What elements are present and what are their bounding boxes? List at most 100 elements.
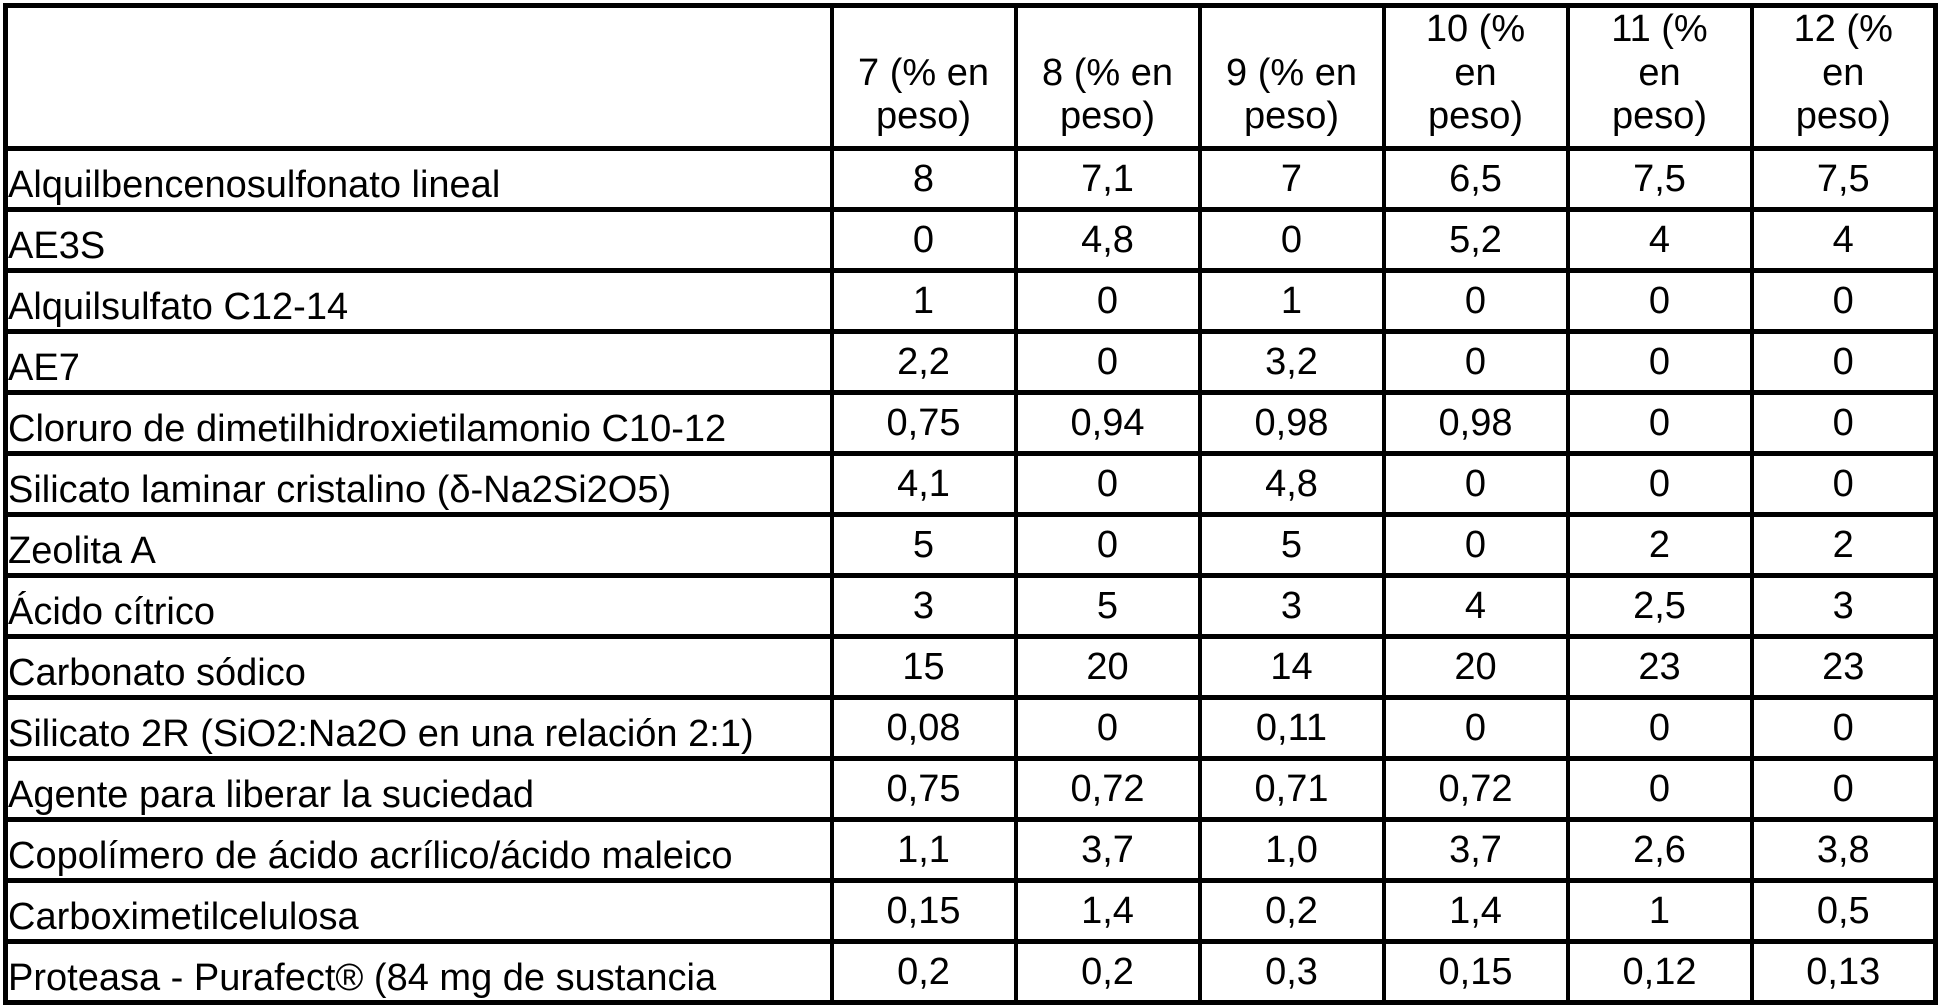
column-header: 9 (% en peso)	[1197, 2, 1386, 152]
value-cell: 1,0	[1197, 817, 1386, 884]
value-cell: 7	[1197, 146, 1386, 213]
table-row: AE7 2,2 0 3,2 0 0 0	[3, 329, 1938, 396]
ingredient-label: Zeolita A	[3, 512, 834, 579]
value-cell: 3,2	[1197, 329, 1386, 396]
value-cell: 0	[1381, 695, 1570, 762]
column-header: 8 (% en peso)	[1013, 2, 1202, 152]
value-cell: 5	[1197, 512, 1386, 579]
value-cell: 5	[829, 512, 1018, 579]
value-cell: 8	[829, 146, 1018, 213]
value-cell: 0,3	[1197, 939, 1386, 1005]
value-cell: 1,4	[1381, 878, 1570, 945]
ingredient-label: Alquilsulfato C12-14	[3, 268, 834, 335]
value-cell: 0	[1565, 451, 1754, 518]
value-cell: 0,11	[1197, 695, 1386, 762]
value-cell: 4	[1749, 207, 1938, 274]
header-row: 7 (% en peso) 8 (% en peso) 9 (% en peso) 1…	[3, 2, 1938, 152]
value-cell: 4,8	[1013, 207, 1202, 274]
table-row: Alquilsulfato C12-14 1 0 1 0 0 0	[3, 268, 1938, 335]
value-cell: 4	[1381, 573, 1570, 640]
value-cell: 0	[1013, 695, 1202, 762]
value-cell: 3,7	[1013, 817, 1202, 884]
value-cell: 0,15	[829, 878, 1018, 945]
value-cell: 1,1	[829, 817, 1018, 884]
value-cell: 0,75	[829, 390, 1018, 457]
table-row: Silicato 2R (SiO2:Na2O en una relación 2…	[3, 695, 1938, 762]
value-cell: 0,71	[1197, 756, 1386, 823]
value-cell: 4,8	[1197, 451, 1386, 518]
value-cell: 15	[829, 634, 1018, 701]
ingredient-label: Proteasa - Purafect® (84 mg de sustancia	[3, 939, 834, 1005]
ingredient-label: Silicato laminar cristalino (δ-Na2Si2O5)	[3, 451, 834, 518]
value-cell: 4,1	[829, 451, 1018, 518]
value-cell: 3	[829, 573, 1018, 640]
table-row: Alquilbencenosulfonato lineal 8 7,1 7 6,5 7,5…	[3, 146, 1938, 213]
value-cell: 20	[1013, 634, 1202, 701]
table-row: Silicato laminar cristalino (δ-Na2Si2O5)…	[3, 451, 1938, 518]
value-cell: 0,15	[1381, 939, 1570, 1005]
table-row: Copolímero de ácido acrílico/ácido malei…	[3, 817, 1938, 884]
value-cell: 3	[1749, 573, 1938, 640]
value-cell: 0,94	[1013, 390, 1202, 457]
value-cell: 0,75	[829, 756, 1018, 823]
value-cell: 0,98	[1197, 390, 1386, 457]
value-cell: 3,8	[1749, 817, 1938, 884]
value-cell: 0	[1565, 695, 1754, 762]
value-cell: 0	[1013, 329, 1202, 396]
value-cell: 3	[1197, 573, 1386, 640]
value-cell: 0	[1381, 512, 1570, 579]
column-header: 10 (% en peso)	[1381, 2, 1570, 152]
value-cell: 1	[1197, 268, 1386, 335]
table-row: Cloruro de dimetilhidroxietilamonio C10-…	[3, 390, 1938, 457]
value-cell: 0	[1749, 756, 1938, 823]
value-cell: 2,5	[1565, 573, 1754, 640]
value-cell: 0,72	[1381, 756, 1570, 823]
column-header: 11 (% en peso)	[1565, 2, 1754, 152]
value-cell: 23	[1565, 634, 1754, 701]
table-row: Agente para liberar la suciedad 0,75 0,72 0…	[3, 756, 1938, 823]
composition-table: 7 (% en peso) 8 (% en peso) 9 (% en peso) 1…	[3, 2, 1938, 1005]
value-cell: 0,2	[1197, 878, 1386, 945]
value-cell: 1,4	[1013, 878, 1202, 945]
value-cell: 0	[1381, 268, 1570, 335]
value-cell: 4	[1565, 207, 1754, 274]
value-cell: 3,7	[1381, 817, 1570, 884]
ingredient-label: Carboximetilcelulosa	[3, 878, 834, 945]
value-cell: 7,5	[1749, 146, 1938, 213]
value-cell: 2	[1749, 512, 1938, 579]
ingredient-label: Carbonato sódico	[3, 634, 834, 701]
value-cell: 0,12	[1565, 939, 1754, 1005]
ingredient-label: Silicato 2R (SiO2:Na2O en una relación 2…	[3, 695, 834, 762]
value-cell: 0,08	[829, 695, 1018, 762]
table-row: Carbonato sódico 15 20 14 20 23 23	[3, 634, 1938, 701]
ingredient-label: Alquilbencenosulfonato lineal	[3, 146, 834, 213]
ingredient-label: Agente para liberar la suciedad	[3, 756, 834, 823]
value-cell: 2,2	[829, 329, 1018, 396]
corner-cell	[3, 2, 834, 152]
value-cell: 0,72	[1013, 756, 1202, 823]
column-header: 12 (% en peso)	[1749, 2, 1938, 152]
value-cell: 0	[1565, 329, 1754, 396]
value-cell: 0,5	[1749, 878, 1938, 945]
value-cell: 0	[1381, 451, 1570, 518]
ingredient-label: AE3S	[3, 207, 834, 274]
value-cell: 0,2	[1013, 939, 1202, 1005]
value-cell: 0	[1749, 268, 1938, 335]
value-cell: 2,6	[1565, 817, 1754, 884]
table-row: AE3S 0 4,8 0 5,2 4 4	[3, 207, 1938, 274]
ingredient-label: AE7	[3, 329, 834, 396]
value-cell: 0	[1749, 329, 1938, 396]
value-cell: 1	[829, 268, 1018, 335]
value-cell: 0	[1565, 756, 1754, 823]
value-cell: 0	[1197, 207, 1386, 274]
value-cell: 0	[1749, 451, 1938, 518]
value-cell: 7,5	[1565, 146, 1754, 213]
value-cell: 0	[1565, 390, 1754, 457]
value-cell: 7,1	[1013, 146, 1202, 213]
value-cell: 0,2	[829, 939, 1018, 1005]
value-cell: 0,98	[1381, 390, 1570, 457]
value-cell: 0	[1565, 268, 1754, 335]
table-row: Proteasa - Purafect® (84 mg de sustancia…	[3, 939, 1938, 1005]
ingredient-label: Copolímero de ácido acrílico/ácido malei…	[3, 817, 834, 884]
